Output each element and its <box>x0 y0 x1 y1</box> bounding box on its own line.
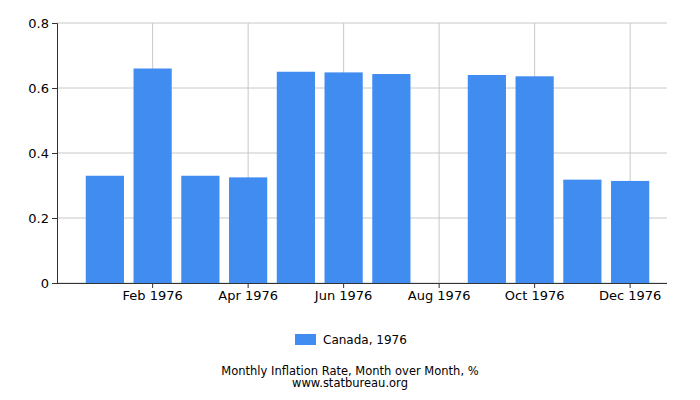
bar <box>229 177 267 283</box>
tick-label: 0.8 <box>28 16 49 31</box>
x-axis: Feb 1976 Apr 1976 Jun 1976 Aug 1976 Oct 1976… <box>57 283 667 303</box>
tick: 0.6 <box>28 81 57 96</box>
tick-label: Aug 1976 <box>408 288 471 303</box>
legend-swatch <box>295 334 316 345</box>
tick: 0.2 <box>28 211 57 226</box>
tick-label: Dec 1976 <box>599 288 661 303</box>
tick-label: Apr 1976 <box>218 288 278 303</box>
tick-mark <box>52 153 57 154</box>
tick-mark <box>52 23 57 24</box>
bar <box>372 74 410 283</box>
tick: Oct 1976 <box>505 283 565 303</box>
bar <box>468 75 506 283</box>
chart: 0 0.2 0.4 0.6 0.8 Feb 1976 Apr 1976 Jun 1976 Aug… <box>0 0 700 400</box>
bar <box>86 176 124 283</box>
tick-label: 0.4 <box>28 146 49 161</box>
tick-label: Oct 1976 <box>505 288 565 303</box>
tick-label: Jun 1976 <box>314 288 373 303</box>
tick-label: 0.2 <box>28 211 49 226</box>
grid-line <box>439 23 440 283</box>
tick: Jun 1976 <box>314 283 373 303</box>
bar <box>420 283 458 284</box>
grid-line <box>57 23 667 24</box>
tick: Aug 1976 <box>408 283 471 303</box>
grid <box>57 23 667 283</box>
subtitle: www.statbureau.org <box>292 376 408 390</box>
tick-mark <box>52 88 57 89</box>
axis-line <box>57 283 667 284</box>
tick-label: 0.6 <box>28 81 49 96</box>
bar <box>563 180 601 283</box>
tick-mark <box>52 283 57 284</box>
bars <box>86 69 649 284</box>
tick: Apr 1976 <box>218 283 278 303</box>
bar <box>611 181 649 283</box>
bar <box>277 72 315 283</box>
tick-mark <box>52 218 57 219</box>
bar <box>134 69 172 284</box>
tick-label: 0 <box>41 276 49 291</box>
tick: Feb 1976 <box>123 283 183 303</box>
legend-label: Canada, 1976 <box>323 333 407 347</box>
y-axis: 0 0.2 0.4 0.6 0.8 <box>28 16 57 291</box>
bar <box>325 72 363 283</box>
legend: Canada, 1976 <box>295 333 407 347</box>
bar <box>181 176 219 283</box>
tick: 0.8 <box>28 16 57 31</box>
bar <box>516 76 554 283</box>
tick: 0.4 <box>28 146 57 161</box>
axis-line <box>52 24 58 284</box>
tick-label: Feb 1976 <box>123 288 183 303</box>
tick: 0 <box>41 276 57 291</box>
tick: Dec 1976 <box>599 283 661 303</box>
